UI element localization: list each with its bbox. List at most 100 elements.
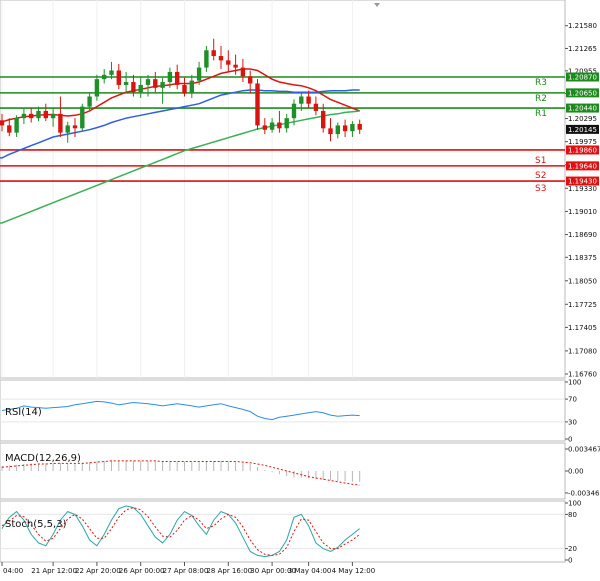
stoch-tick-label: 0	[568, 557, 572, 565]
level-price-box	[566, 161, 599, 171]
current-price-box	[566, 124, 599, 134]
candle-body	[313, 103, 319, 111]
candle-body	[277, 122, 282, 129]
rsi-title: RSI(14)	[5, 407, 42, 418]
rsi-tick-label: 70	[568, 396, 577, 404]
stoch-tick-label: 100	[568, 500, 581, 508]
macd-tick-label: 0.003467	[568, 446, 600, 454]
candle-body	[58, 113, 63, 133]
stoch-tick-label: 80	[568, 511, 577, 519]
candle-body	[218, 56, 224, 61]
candle-body	[248, 76, 253, 84]
price-tick-label: 1.17725	[568, 301, 597, 309]
macd-tick-label: -0.00346	[568, 489, 600, 497]
level-price-box	[566, 176, 599, 186]
price-tick-label: 1.18375	[568, 254, 597, 262]
grid-lines	[1, 0, 353, 378]
stoch-indicator: 100 80 20 0	[0, 500, 581, 565]
candle-body	[226, 60, 231, 65]
triangle-down-icon	[374, 3, 380, 7]
time-tick-label: 28 Apr 16:00	[206, 567, 252, 575]
candle-body	[233, 64, 238, 68]
rsi-tick-label: 100	[568, 379, 581, 387]
time-tick-label: 04:00	[3, 567, 23, 575]
moving-average-line	[0, 89, 360, 159]
price-tick-label: 1.17405	[568, 324, 597, 332]
candle-body	[102, 74, 107, 80]
stoch-title: Stoch(5,5,3)	[5, 519, 67, 530]
candle-body	[65, 125, 70, 133]
candle-body	[255, 83, 260, 126]
level-name-r2: R2	[535, 94, 547, 104]
price-tick-label: 1.21580	[568, 22, 597, 30]
rsi-panel	[0, 379, 566, 442]
price-tick-label: 1.19010	[568, 208, 597, 216]
candle-body	[43, 110, 48, 119]
candle-body	[291, 103, 297, 119]
level-price-labels: 1.20870 1.20650 1.20440 1.19860 1.19640 1.194…	[566, 72, 599, 186]
stoch-tick-label: 20	[568, 545, 577, 553]
price-tick-label: 1.16760	[568, 371, 597, 379]
candle-body	[182, 84, 187, 94]
stoch-panel	[0, 500, 566, 563]
scroll-arrow-icon[interactable]	[374, 3, 380, 7]
candle-body	[36, 110, 41, 119]
main-price-panel	[0, 0, 566, 379]
time-tick-label: 21 Apr 12:00	[31, 567, 77, 575]
candle-body	[21, 113, 27, 119]
candle-body	[321, 110, 326, 129]
price-tick-label: 1.19330	[568, 185, 597, 193]
candle-body	[0, 120, 5, 126]
candle-body	[196, 67, 202, 81]
level-name-s2: S2	[535, 171, 546, 181]
candle-body	[109, 70, 114, 75]
price-tick-label: 1.21265	[568, 45, 597, 53]
rsi-tick-label: 0	[568, 436, 572, 444]
candle-body	[153, 79, 158, 88]
candle-body	[211, 50, 216, 57]
candle-body	[262, 125, 267, 130]
level-price-box	[566, 88, 599, 98]
candle-body	[145, 79, 151, 85]
candle-body	[342, 125, 348, 132]
candle-body	[160, 82, 165, 88]
candle-body	[167, 71, 173, 83]
level-name-r1: R1	[535, 109, 547, 119]
candle-body	[29, 113, 34, 119]
time-tick-label: 22 Apr 20:00	[75, 567, 121, 575]
candle-body	[123, 82, 129, 85]
candle-body	[306, 96, 311, 104]
macd-indicator: 0.003467 0.00 -0.00346	[1, 446, 600, 497]
candle-body	[138, 84, 143, 93]
price-tick-label: 1.20955	[568, 67, 597, 75]
time-tick-label: 27 Apr 08:00	[163, 567, 209, 575]
price-tick-label: 1.18050	[568, 277, 597, 285]
level-price-box	[566, 145, 599, 155]
candle-body	[299, 96, 304, 104]
candle-body	[14, 118, 19, 133]
level-price-label: 1.19640	[568, 162, 597, 170]
candle-body	[131, 82, 136, 93]
level-price-label: 1.19860	[568, 146, 597, 154]
macd-title: MACD(12,26,9)	[5, 453, 81, 464]
time-tick-label: 4 May 12:00	[332, 567, 376, 575]
candle-body	[350, 123, 355, 132]
current-price-label: 1.20145	[568, 126, 597, 134]
candlesticks	[0, 38, 362, 143]
level-name-s3: S3	[535, 184, 546, 194]
stoch-k-line	[1, 505, 361, 558]
time-tick-label: 30 Apr 00:00	[250, 567, 296, 575]
level-price-box	[566, 72, 599, 82]
macd-tick-label: 0.00	[568, 468, 584, 476]
stoch-d-line	[1, 507, 361, 556]
rsi-indicator: 100 70 30 0	[0, 379, 581, 444]
time-tick-label: 3 May 04:00	[288, 567, 332, 575]
candle-body	[189, 80, 194, 94]
level-name-s1: S1	[535, 156, 546, 166]
macd-panel	[0, 442, 566, 500]
level-price-label: 1.19430	[568, 178, 597, 186]
candle-body	[335, 125, 340, 135]
candle-body	[80, 106, 85, 129]
